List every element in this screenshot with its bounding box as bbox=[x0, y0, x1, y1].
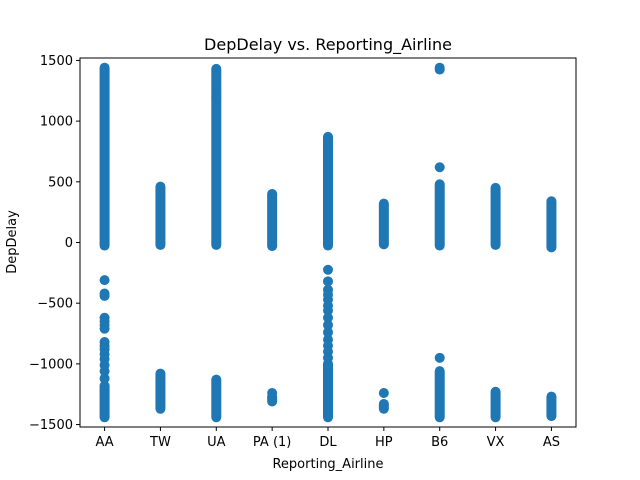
data-point-cluster bbox=[434, 179, 445, 251]
data-point bbox=[323, 320, 333, 331]
data-point bbox=[434, 62, 445, 73]
x-tick-label: AS bbox=[543, 435, 560, 450]
x-tick-label: TW bbox=[149, 435, 171, 450]
data-point-cluster bbox=[434, 366, 445, 423]
y-tick-label: −1500 bbox=[29, 418, 73, 433]
x-tick-label: VX bbox=[487, 435, 505, 450]
x-tick-label: UA bbox=[207, 435, 226, 450]
x-tick-label: HP bbox=[375, 435, 393, 450]
data-point bbox=[323, 264, 333, 275]
data-point-cluster bbox=[155, 368, 166, 414]
data-point bbox=[323, 352, 333, 363]
data-point-cluster bbox=[211, 63, 222, 250]
x-tick-label: DL bbox=[319, 435, 337, 450]
data-point-cluster bbox=[546, 391, 557, 422]
y-tick-label: 500 bbox=[48, 175, 73, 190]
data-point bbox=[99, 323, 110, 334]
y-axis: −1500 −1000 −500 0 500 1000 1500 bbox=[29, 54, 80, 433]
y-axis-label: DepDelay bbox=[5, 210, 20, 274]
data-point-cluster bbox=[490, 182, 501, 250]
data-point bbox=[434, 162, 445, 173]
x-axis: AA TW UA PA (1) DL HP B6 VX AS bbox=[95, 427, 560, 450]
data-point bbox=[323, 305, 333, 316]
y-tick-label: 1500 bbox=[40, 54, 73, 69]
y-tick-label: 1000 bbox=[40, 115, 73, 130]
x-tick-label: B6 bbox=[431, 435, 448, 450]
data-point bbox=[323, 327, 333, 338]
data-point bbox=[99, 275, 110, 286]
data-point-cluster bbox=[267, 188, 278, 252]
x-axis-label: Reporting_Airline bbox=[272, 457, 383, 472]
y-tick-label: −500 bbox=[37, 297, 73, 312]
data-point-cluster bbox=[155, 181, 166, 250]
y-tick-label: 0 bbox=[65, 236, 73, 251]
y-tick-label: −1000 bbox=[29, 357, 73, 372]
data-point bbox=[99, 290, 110, 301]
x-tick-label: PA (1) bbox=[253, 435, 291, 450]
data-point-cluster bbox=[211, 374, 222, 423]
data-point bbox=[378, 388, 389, 399]
data-point-cluster bbox=[323, 131, 333, 251]
data-point-cluster bbox=[378, 198, 389, 250]
data-point-cluster bbox=[546, 196, 557, 253]
data-point bbox=[323, 276, 333, 287]
data-marks bbox=[99, 62, 557, 423]
data-point-cluster bbox=[99, 62, 110, 251]
data-point-cluster bbox=[378, 398, 389, 414]
data-point bbox=[211, 92, 222, 103]
chart-title: DepDelay vs. Reporting_Airline bbox=[204, 35, 452, 55]
data-point bbox=[323, 312, 333, 323]
data-point bbox=[99, 366, 110, 377]
data-point bbox=[267, 388, 278, 399]
data-point-cluster bbox=[490, 386, 501, 423]
data-point bbox=[99, 373, 110, 384]
data-point-cluster bbox=[99, 380, 110, 423]
data-point bbox=[434, 352, 445, 363]
data-point-cluster bbox=[323, 358, 333, 423]
x-tick-label: AA bbox=[95, 435, 113, 450]
